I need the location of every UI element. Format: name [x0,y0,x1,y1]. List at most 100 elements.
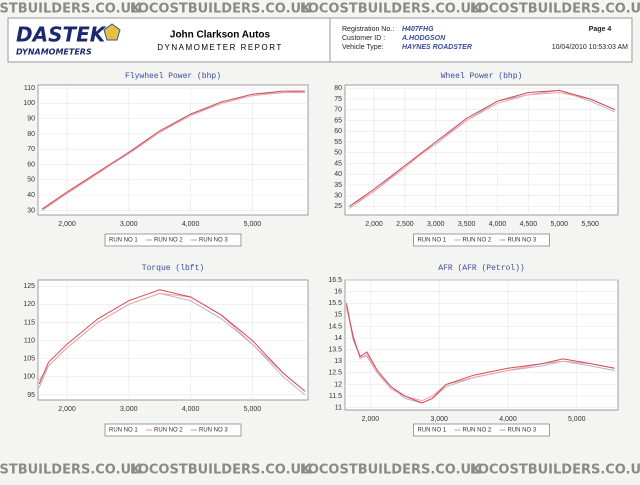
x-tick-label: 5,000 [244,406,262,413]
y-tick-label: 60 [27,161,35,168]
x-tick-label: 2,000 [58,406,76,413]
y-tick-label: 125 [23,283,35,290]
legend-label: RUN NO 1 [418,238,447,244]
y-tick-label: 105 [23,356,35,363]
plot-area [37,84,309,216]
legend-label: RUN NO 1 [109,238,138,244]
watermark: LOCOSTBUILDERS.CO.UK [300,2,482,17]
watermark: LOCOSTBUILDERS.CO.UK [470,2,640,17]
chart-title: AFR (AFR (Petrol)) [438,264,524,273]
x-tick-label: 5,000 [551,221,569,228]
x-tick-label: 2,000 [362,416,380,423]
legend-box [104,423,242,437]
series-line [345,307,615,402]
y-tick-label: 70 [27,146,35,153]
y-tick-label: 13.5 [328,346,342,353]
y-tick-label: 110 [24,85,35,92]
y-tick-label: 11.5 [329,393,342,400]
series-line [42,92,305,210]
legend-label: RUN NO 2 [463,238,492,244]
chart-title: Flywheel Power (bhp) [125,72,221,81]
y-tick-label: 15 [334,312,342,319]
y-tick-label: 100 [23,374,35,381]
plot-area [344,279,619,411]
y-tick-label: 16.5 [328,277,342,284]
legend-label: RUN NO 2 [154,238,183,244]
y-tick-label: 12 [334,381,342,388]
legend-label: RUN NO 3 [199,428,228,434]
y-tick-label: 12.5 [328,370,342,377]
y-tick-label: 65 [334,117,342,124]
y-tick-label: 40 [334,171,342,178]
legend-label: RUN NO 2 [463,428,492,434]
y-tick-label: 75 [334,96,342,103]
watermark: LOCOSTBUILDERS.CO.UK [0,2,142,17]
y-tick-label: 80 [334,85,342,92]
y-tick-label: 30 [334,193,342,200]
series-line [349,91,616,207]
y-tick-label: 50 [334,150,342,157]
series-line [42,90,305,210]
x-tick-label: 2,500 [396,221,414,228]
customer: A.HODGSON [401,35,446,42]
plot-area [37,279,309,401]
x-tick-label: 5,500 [581,221,599,228]
legend-label: RUN NO 3 [508,428,537,434]
x-tick-label: 4,000 [499,416,517,423]
series-line [38,292,306,392]
y-tick-label: 110 [24,337,35,344]
y-tick-label: 11 [335,405,342,412]
legend-label: RUN NO 2 [154,428,183,434]
chart-title: Torque (lbft) [142,264,204,273]
y-tick-label: 14 [334,335,342,342]
y-tick-label: 14.5 [328,323,342,330]
logo-icon [103,23,121,41]
legend-label: RUN NO 3 [508,238,537,244]
y-tick-label: 35 [334,182,342,189]
watermark: LOCOSTBUILDERS.CO.UK [130,463,312,478]
y-tick-label: 100 [23,100,35,107]
legend-box [413,233,550,247]
x-tick-label: 3,000 [120,406,138,413]
y-tick-label: 115 [24,319,35,326]
y-tick-label: 40 [27,192,35,199]
watermark: LOCOSTBUILDERS.CO.UK [470,463,640,478]
legend-box [413,423,550,437]
watermark: LOCOSTBUILDERS.CO.UK [300,463,482,478]
y-tick-label: 80 [27,131,35,138]
plot-area [344,84,619,216]
report-title: DYNAMOMETER REPORT [157,43,283,52]
y-tick-label: 55 [334,139,342,146]
series-line [349,89,616,207]
customer-label: Customer ID : [342,35,385,42]
y-tick-label: 13 [334,358,342,365]
x-tick-label: 3,500 [458,221,476,228]
watermark: LOCOSTBUILDERS.CO.UK [0,463,142,478]
legend-label: RUN NO 1 [418,428,447,434]
chart-title: Wheel Power (bhp) [441,72,523,81]
y-tick-label: 90 [27,115,35,122]
page-number: Page 4 [589,26,612,33]
timestamp: 10/04/2010 10:53:03 AM [552,44,628,51]
legend-label: RUN NO 3 [199,238,228,244]
registration: H407FHG [402,26,434,33]
watermark: LOCOSTBUILDERS.CO.UK [130,2,312,17]
registration-label: Registration No.: [342,26,394,33]
y-tick-label: 120 [23,301,35,308]
y-tick-label: 95 [27,392,35,399]
legend-box [104,233,242,247]
series-line [38,289,306,392]
x-tick-label: 2,000 [365,221,383,228]
y-tick-label: 16 [334,288,342,295]
series-line [42,90,305,211]
x-tick-label: 4,000 [182,406,200,413]
x-tick-label: 5,000 [244,221,262,228]
x-tick-label: 4,000 [489,221,507,228]
y-tick-label: 45 [334,160,342,167]
y-tick-label: 70 [334,107,342,114]
y-tick-label: 50 [27,177,35,184]
y-tick-label: 30 [27,207,35,214]
x-tick-label: 3,000 [120,221,138,228]
